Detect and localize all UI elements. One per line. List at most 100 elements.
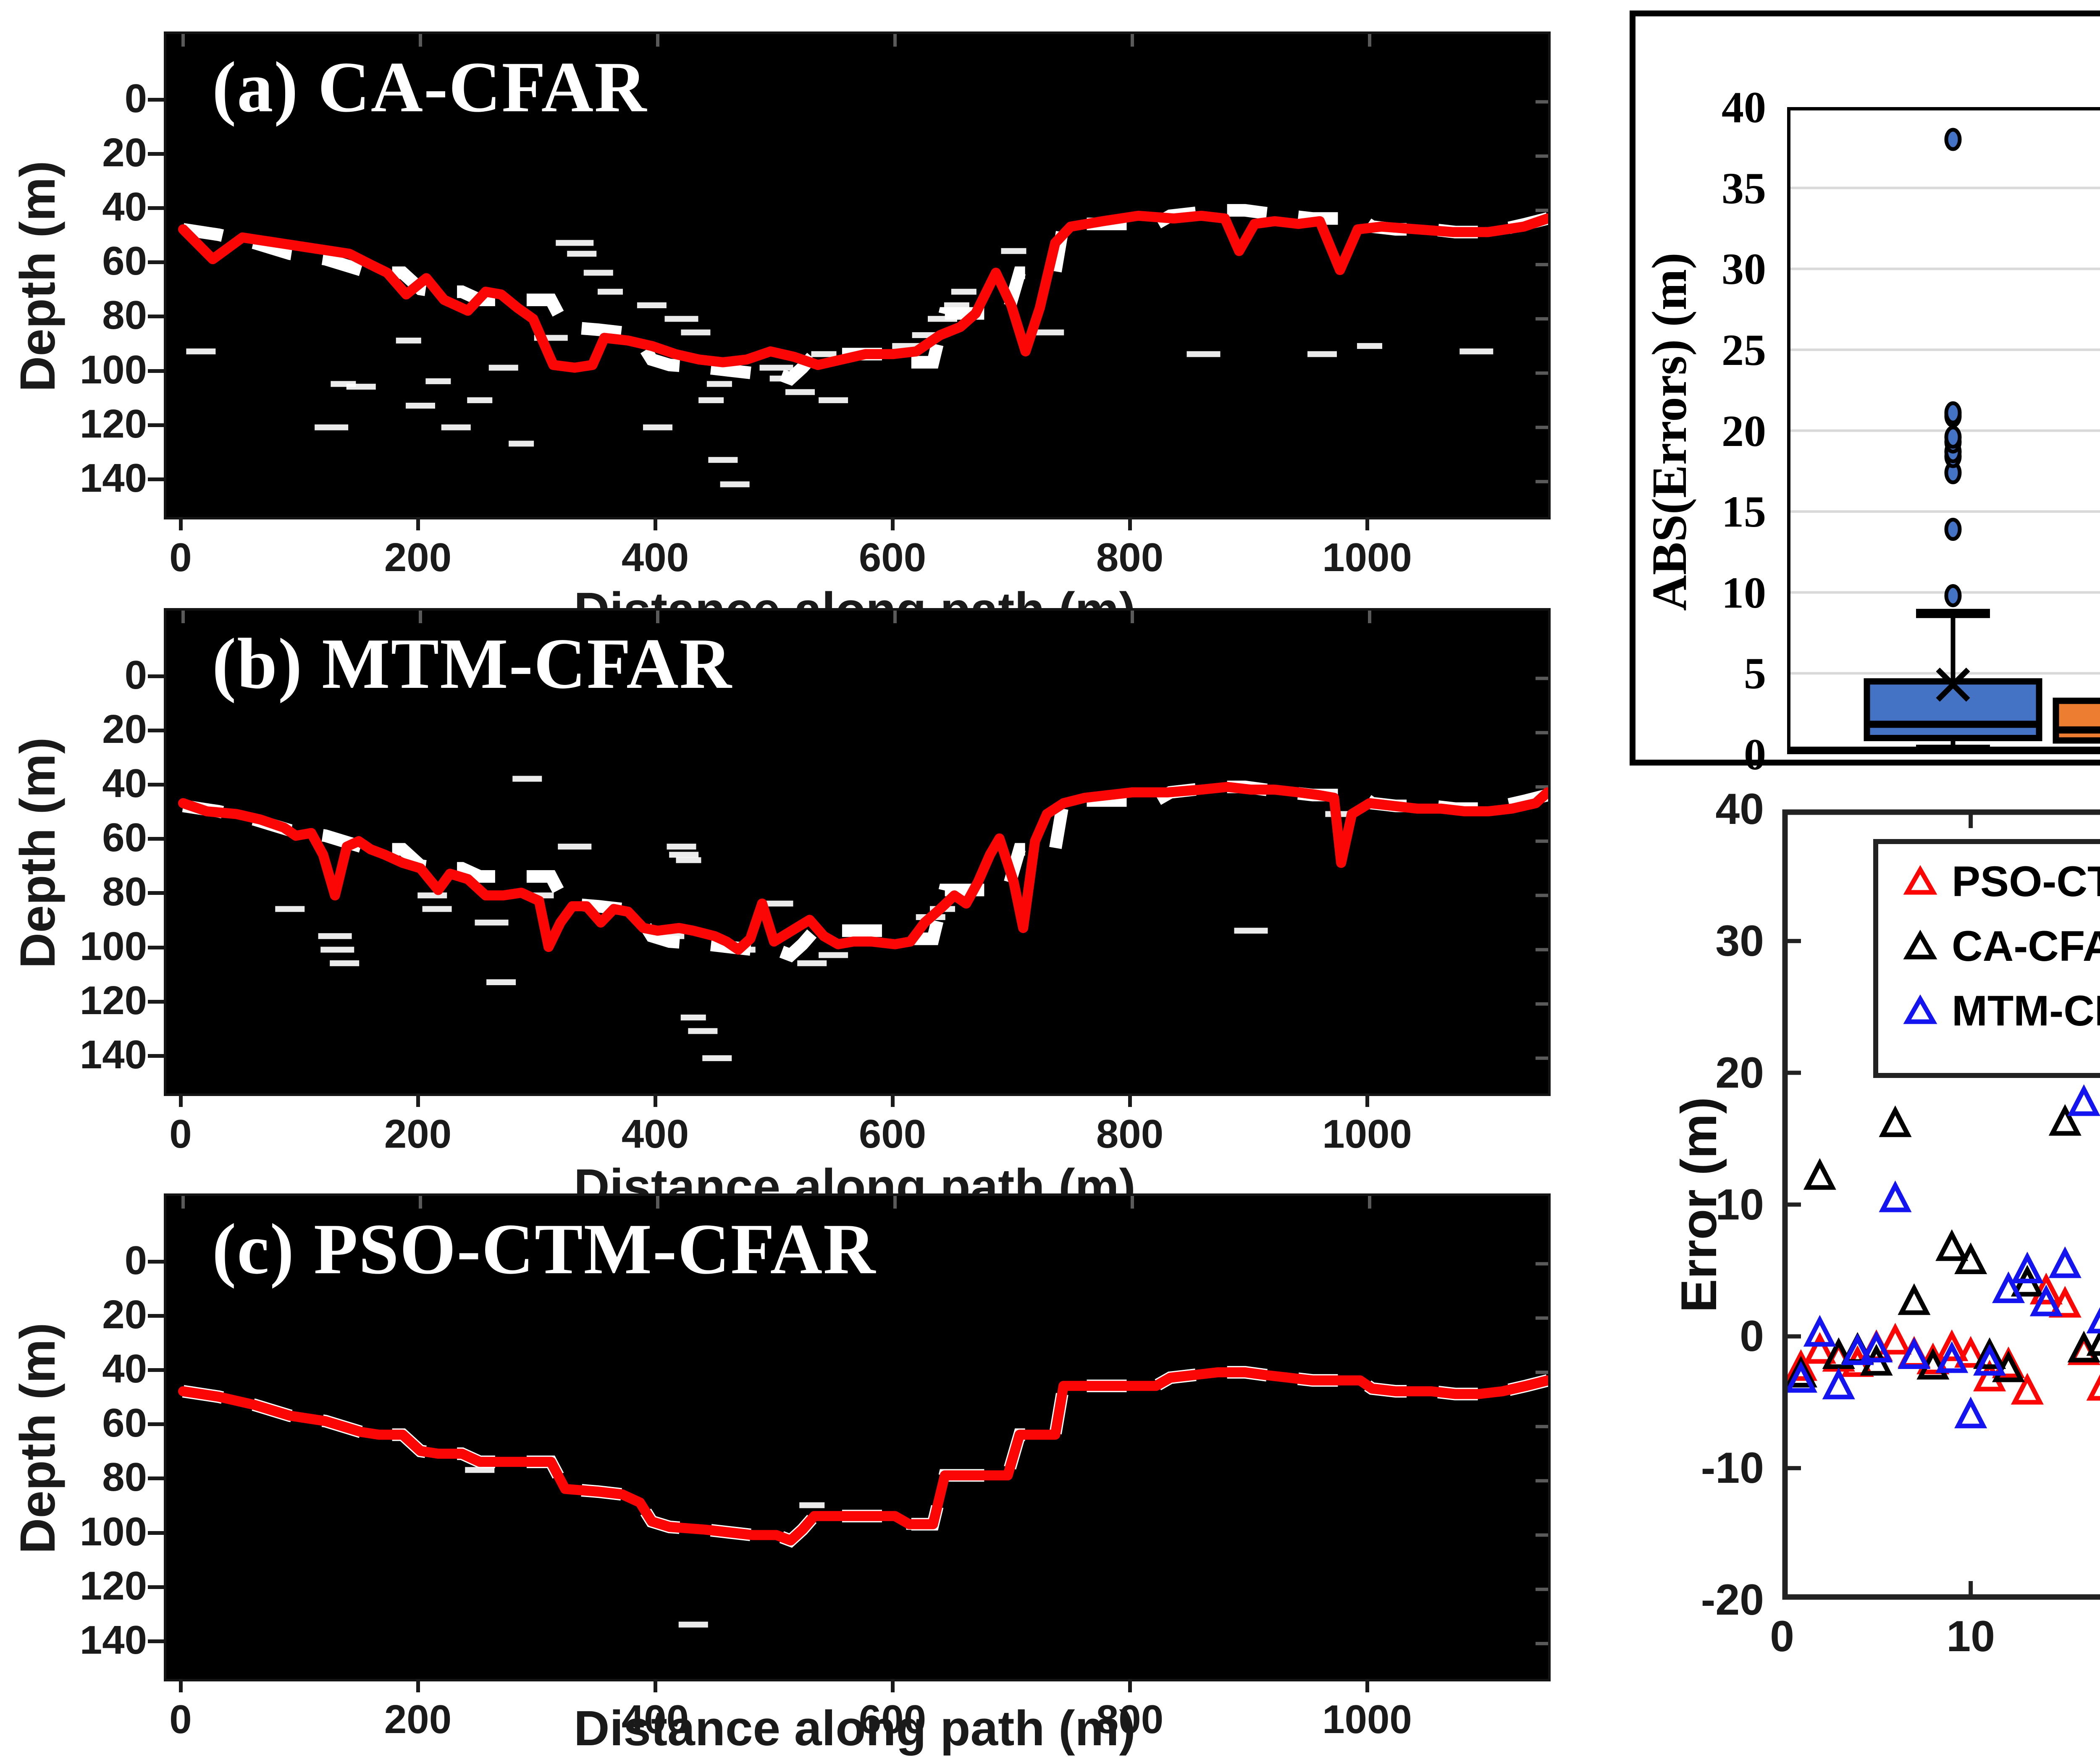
y-tick-mark bbox=[148, 945, 164, 949]
legend-item-mtm: MTM-CFAR bbox=[1901, 989, 2100, 1032]
x-tick-label: 200 bbox=[384, 535, 452, 580]
x-tick-label: 800 bbox=[1096, 1697, 1164, 1742]
x-tick-mark bbox=[179, 517, 183, 530]
panel-d-plot bbox=[1787, 107, 2100, 754]
y-tick-mark bbox=[148, 837, 164, 841]
x-tick-mark bbox=[654, 1094, 657, 1107]
y-tick-mark bbox=[148, 728, 164, 732]
mtm-legend-label: MTM-CFAR bbox=[1952, 987, 2100, 1035]
y-tick-mark bbox=[148, 423, 164, 427]
y-tick-label: 20 bbox=[102, 706, 147, 752]
y-tick-label: 40 bbox=[102, 184, 147, 229]
panel-e-x-axis-label: Trace bbox=[1970, 1673, 2100, 1731]
x-tick-label: 400 bbox=[621, 1112, 689, 1156]
x-tick-mark bbox=[1128, 1679, 1132, 1692]
y-tick-label: 120 bbox=[79, 401, 147, 446]
y-tick-label: 120 bbox=[79, 1563, 147, 1608]
y-tick-label: 120 bbox=[79, 978, 147, 1023]
y-tick-label: 140 bbox=[79, 1617, 147, 1663]
x-tick-mark bbox=[416, 517, 420, 530]
panel-c-plot bbox=[164, 1193, 1551, 1681]
legend-item-pso: PSO-CTM-CFAR bbox=[1901, 860, 2100, 903]
e-x-tick-label: 10 bbox=[1946, 1612, 1995, 1661]
e-x-tick-label: 20 bbox=[2075, 1615, 2100, 1658]
y-tick-mark bbox=[148, 1368, 164, 1372]
y-tick-mark bbox=[148, 97, 164, 102]
y-tick-label: 20 bbox=[102, 130, 147, 175]
y-tick-label: 40 bbox=[102, 1346, 147, 1391]
y-tick-mark bbox=[148, 1585, 164, 1589]
y-tick-mark bbox=[148, 477, 164, 481]
x-tick-label: 400 bbox=[621, 1697, 689, 1742]
e-y-tick-label: 30 bbox=[1715, 916, 1764, 965]
y-tick-label: 100 bbox=[79, 347, 147, 392]
x-tick-label: 1000 bbox=[1322, 1697, 1412, 1742]
x-tick-mark bbox=[654, 517, 657, 530]
y-tick-mark bbox=[148, 1531, 164, 1535]
y-tick-mark bbox=[148, 1314, 164, 1318]
e-y-tick-label: -20 bbox=[1701, 1576, 1764, 1624]
y-tick-label: 60 bbox=[102, 239, 147, 284]
x-tick-label: 0 bbox=[169, 1697, 192, 1742]
x-tick-label: 600 bbox=[858, 1112, 927, 1156]
x-tick-mark bbox=[416, 1094, 420, 1107]
ca-legend-label: CA-CFAR bbox=[1952, 922, 2100, 970]
y-tick-mark bbox=[148, 891, 164, 895]
legend-item-ca: CA-CFAR bbox=[1901, 925, 2100, 968]
x-tick-mark bbox=[654, 1679, 657, 1692]
y-tick-mark bbox=[148, 1639, 164, 1643]
e-y-tick-label: 40 bbox=[1715, 785, 1764, 834]
x-tick-mark bbox=[1128, 1094, 1132, 1107]
pso-triangle-icon bbox=[1903, 865, 1937, 895]
y-tick-label: 140 bbox=[79, 1032, 147, 1077]
y-tick-label: 40 bbox=[102, 760, 147, 806]
x-tick-label: 1000 bbox=[1322, 535, 1412, 580]
y-tick-label: 140 bbox=[79, 455, 147, 501]
d-y-tick-label: 0 bbox=[1744, 730, 1766, 779]
y-tick-mark bbox=[148, 782, 164, 787]
x-tick-label: 600 bbox=[858, 1697, 927, 1742]
y-tick-label: 0 bbox=[124, 76, 147, 121]
e-x-tick-label: 0 bbox=[1770, 1612, 1794, 1661]
d-y-tick-label: 35 bbox=[1722, 163, 1766, 213]
x-tick-mark bbox=[179, 1679, 183, 1692]
d-y-tick-label: 20 bbox=[1722, 406, 1766, 456]
y-tick-label: 20 bbox=[102, 1292, 147, 1337]
y-tick-label: 60 bbox=[102, 815, 147, 860]
d-y-tick-label: 5 bbox=[1744, 649, 1766, 698]
panel-e-legend: PSO-CTM-CFAR CA-CFAR MTM-CFAR bbox=[1873, 839, 2100, 1078]
d-y-tick-label: 25 bbox=[1722, 325, 1766, 375]
mtm-triangle-icon bbox=[1903, 994, 1937, 1024]
x-tick-label: 200 bbox=[384, 1697, 452, 1742]
y-tick-mark bbox=[148, 999, 164, 1004]
y-tick-label: 100 bbox=[79, 1509, 147, 1554]
y-tick-mark bbox=[148, 1422, 164, 1427]
e-y-tick-label: 10 bbox=[1715, 1180, 1764, 1229]
y-tick-label: 80 bbox=[102, 1455, 147, 1500]
x-tick-mark bbox=[1365, 1094, 1369, 1107]
x-tick-mark bbox=[891, 1679, 895, 1692]
x-tick-mark bbox=[1128, 517, 1132, 530]
y-tick-label: 0 bbox=[124, 1238, 147, 1283]
panel-d-frame bbox=[1630, 10, 2100, 766]
x-tick-mark bbox=[1365, 1679, 1369, 1692]
x-tick-label: 800 bbox=[1096, 1112, 1164, 1156]
x-tick-mark bbox=[891, 1094, 895, 1107]
x-tick-label: 600 bbox=[858, 535, 927, 580]
ca-triangle-icon bbox=[1903, 929, 1937, 960]
x-tick-label: 1000 bbox=[1322, 1112, 1412, 1156]
d-y-tick-label: 30 bbox=[1722, 244, 1766, 294]
y-tick-label: 100 bbox=[79, 923, 147, 969]
e-y-tick-label: -10 bbox=[1701, 1444, 1764, 1493]
x-tick-label: 0 bbox=[169, 1112, 192, 1156]
y-tick-label: 0 bbox=[124, 652, 147, 698]
y-tick-label: 80 bbox=[102, 293, 147, 338]
panel-a-plot bbox=[164, 31, 1551, 519]
pso-legend-label: PSO-CTM-CFAR bbox=[1952, 858, 2100, 905]
d-y-tick-label: 10 bbox=[1722, 568, 1766, 617]
x-tick-label: 400 bbox=[621, 535, 689, 580]
y-tick-mark bbox=[148, 152, 164, 156]
y-tick-mark bbox=[148, 206, 164, 210]
x-tick-mark bbox=[1365, 517, 1369, 530]
y-tick-mark bbox=[148, 1259, 164, 1264]
